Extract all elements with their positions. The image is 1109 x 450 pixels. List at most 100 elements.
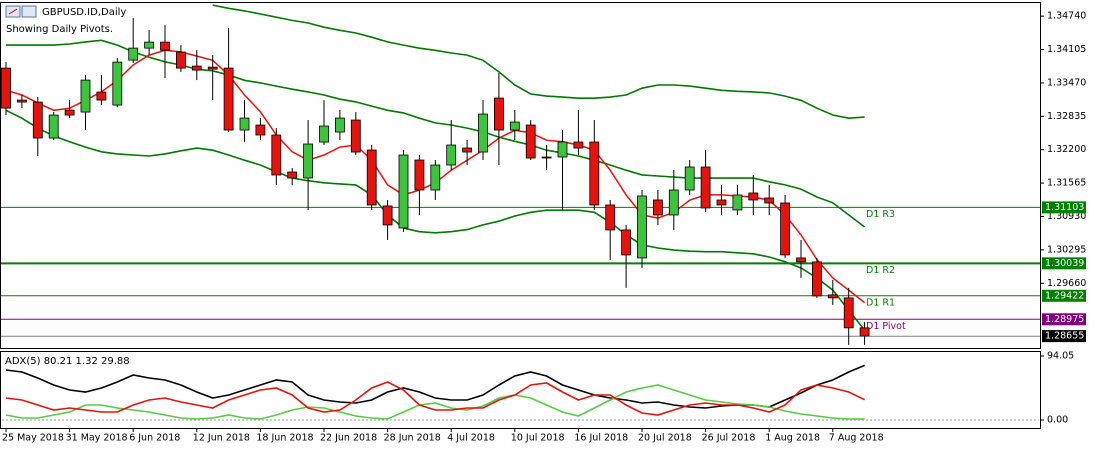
- candle-body: [398, 154, 409, 229]
- x-tick-label: 26 Jul 2018: [702, 433, 756, 444]
- indicator-line: [6, 39, 866, 228]
- candle-body: [859, 327, 870, 337]
- chart-subtitle: Showing Daily Pivots.: [6, 24, 113, 35]
- x-tick-label: 12 Jun 2018: [193, 433, 250, 444]
- adx-title: ADX(5) 80.21 1.32 29.88: [5, 356, 130, 367]
- candle-body: [637, 195, 647, 259]
- candle-body: [732, 194, 743, 211]
- candle-body: [96, 91, 107, 101]
- x-tick-label: 20 Jul 2018: [638, 433, 692, 444]
- candle-body: [350, 119, 361, 153]
- candle-body: [382, 205, 393, 226]
- candle-body: [462, 147, 473, 153]
- chart-title: GBPUSD.ID,Daily: [42, 7, 126, 18]
- pivot-price-label: 1.30039: [1045, 258, 1084, 269]
- pivot-price-label: 1.31103: [1045, 202, 1084, 213]
- pivot-price-box: [1042, 289, 1086, 302]
- x-tick-label: 31 May 2018: [66, 433, 128, 444]
- candle-body: [430, 164, 441, 191]
- adx-window: [0, 351, 1041, 429]
- candle-body: [780, 202, 790, 256]
- candle-body: [589, 141, 600, 206]
- candle-body: [668, 189, 679, 216]
- candle-body: [1, 67, 11, 109]
- candle-body: [144, 41, 155, 49]
- pivot-price-box: [1042, 257, 1086, 270]
- candle-body: [843, 297, 854, 329]
- candle-body: [509, 121, 520, 131]
- candle-body: [796, 257, 806, 263]
- candle-body: [255, 124, 266, 136]
- y-tick-label: 1.31565: [1047, 178, 1086, 189]
- main-window: [0, 2, 1041, 349]
- candle-body: [541, 156, 552, 159]
- candle-body: [525, 124, 536, 159]
- x-tick-label: 6 Jun 2018: [129, 433, 180, 444]
- y-tick-label: 1.34105: [1047, 44, 1086, 55]
- candle-body: [716, 199, 727, 206]
- indicator-line: [5, 384, 865, 420]
- candle-body: [827, 294, 838, 299]
- indicator-line: [5, 381, 865, 416]
- y-tick-label: 1.29660: [1047, 278, 1086, 289]
- pivot-name: D1 R1: [866, 297, 895, 308]
- candle-body: [684, 166, 695, 191]
- candle-body: [478, 113, 488, 153]
- candle-body: [223, 67, 234, 131]
- x-tick-label: 1 Aug 2018: [765, 433, 820, 444]
- candle-body: [493, 97, 504, 131]
- pivot-price-box: [1042, 313, 1086, 326]
- pivot-price-label: 1.28975: [1045, 314, 1084, 325]
- candle-body: [366, 149, 377, 206]
- candle-body: [64, 109, 75, 116]
- y-tick-label: 0.00: [1047, 415, 1068, 426]
- y-tick-label: 1.30930: [1047, 211, 1086, 222]
- candle-body: [287, 171, 298, 179]
- pivot-price-box: [1042, 201, 1086, 214]
- candle-body: [191, 65, 202, 71]
- indicator-line: [212, 4, 865, 120]
- x-tick-label: 22 Jun 2018: [320, 433, 377, 444]
- candle-body: [573, 141, 584, 149]
- candle-body: [160, 41, 170, 51]
- x-tick-label: 25 May 2018: [2, 433, 64, 444]
- y-tick-label: 1.33470: [1047, 77, 1086, 88]
- candle-body: [32, 101, 43, 139]
- x-tick-label: 18 Jun 2018: [256, 433, 313, 444]
- candle-body: [605, 204, 616, 231]
- candle-body: [700, 166, 711, 209]
- candle-body: [271, 134, 282, 176]
- pivot-name: D1 Pivot: [866, 321, 906, 332]
- pivot-name: D1 R3: [866, 209, 895, 220]
- candle-body: [812, 261, 822, 297]
- pivot-price-label: 1.29422: [1045, 290, 1084, 301]
- y-tick-label: 1.32200: [1047, 144, 1086, 155]
- candle-body: [334, 117, 345, 133]
- candle-body: [319, 125, 329, 143]
- x-tick-label: 10 Jul 2018: [511, 433, 565, 444]
- candle-body: [128, 47, 139, 61]
- candle-body: [446, 144, 457, 166]
- x-tick-label: 4 Jul 2018: [447, 433, 495, 444]
- x-tick-label: 16 Jul 2018: [574, 433, 628, 444]
- candle-body: [175, 51, 186, 69]
- last-price-label: 1.28655: [1045, 331, 1084, 342]
- x-tick-label: 7 Aug 2018: [829, 433, 884, 444]
- indicator-line: [5, 109, 866, 331]
- candle-body: [207, 66, 218, 70]
- candle-body: [414, 159, 425, 191]
- y-tick-label: 1.32835: [1047, 111, 1086, 122]
- last-price-box: [1042, 330, 1086, 343]
- candle-body: [80, 79, 91, 113]
- candle-body: [112, 61, 123, 106]
- symbol-icon: [5, 5, 37, 18]
- candle-body: [764, 197, 775, 204]
- pivot-name: D1 R2: [866, 265, 895, 276]
- candle-body: [16, 99, 27, 103]
- candle-body: [303, 143, 314, 179]
- candle-body: [621, 229, 631, 256]
- y-tick-label: 94.05: [1047, 351, 1074, 362]
- candle-body: [557, 141, 568, 158]
- y-tick-label: 1.34740: [1047, 11, 1086, 22]
